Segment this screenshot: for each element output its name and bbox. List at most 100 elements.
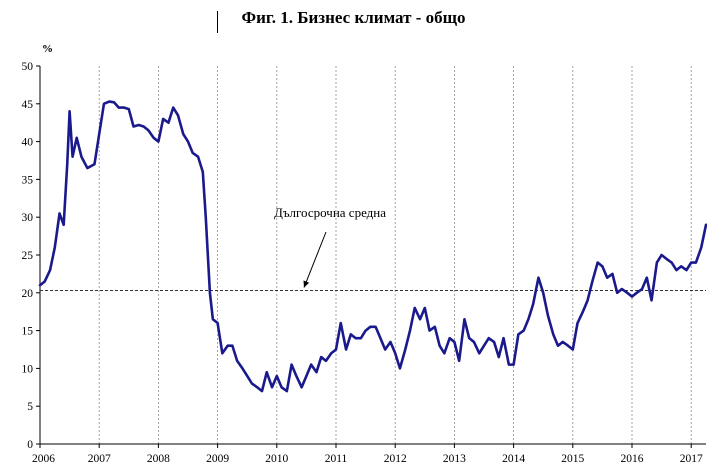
data-point [350,333,352,336]
data-point [438,344,441,347]
data-point [517,333,520,336]
data-point [108,100,111,103]
data-point [167,121,170,124]
data-point [339,322,342,324]
data-point [162,118,164,120]
annotation-arrow-shaft [303,231,327,288]
data-point [512,363,515,366]
series-layer [38,100,707,393]
data-point [493,341,495,343]
data-point [39,284,41,287]
data-point [626,292,629,294]
data-point [374,326,377,328]
y-tick-label: 40 [22,137,34,149]
data-point [631,295,633,298]
data-point [576,322,579,324]
x-tick-label: 2008 [147,453,170,465]
data-point [325,360,327,362]
data-point [591,280,594,283]
data-point [49,269,51,271]
data-point [226,344,229,347]
data-point [58,212,61,215]
y-tick-label: 45 [22,99,34,111]
data-point [152,137,155,139]
y-tick-label: 5 [27,401,33,413]
data-point [364,329,367,332]
data-point [246,375,248,377]
data-point [236,360,238,362]
data-point [86,167,89,169]
data-point [305,375,308,377]
data-point [409,329,411,332]
data-point [117,106,120,109]
data-point [177,114,179,116]
data-point [650,299,653,302]
data-point [453,341,456,343]
data-point [197,155,199,158]
data-point [537,276,540,279]
data-point [261,390,263,392]
y-tick-label: 10 [22,363,34,375]
data-point [204,216,207,218]
data-point [458,360,460,362]
data-point [601,265,604,268]
data-point [656,261,658,264]
data-point [404,348,407,351]
data-point [212,318,214,321]
data-point [369,326,372,328]
data-point [231,344,234,347]
data-point [586,299,589,302]
data-point [128,108,130,110]
series-line [38,100,707,393]
data-point [572,348,574,351]
x-tick-label: 2011 [325,453,348,465]
data-point [290,363,293,366]
data-point [265,371,268,373]
data-point [434,326,436,328]
data-point [354,337,357,339]
data-point [66,163,69,166]
data-point [487,337,490,339]
data-point [147,129,150,132]
data-point [675,269,678,271]
x-tick-label: 2009 [206,453,229,465]
data-point [75,137,78,139]
data-point [685,269,688,271]
data-point [191,152,194,154]
data-point [157,140,160,143]
y-tick-label: 50 [22,61,34,73]
data-point [310,363,312,366]
data-point [271,386,273,389]
data-point [547,314,549,317]
data-point [665,257,668,260]
data-point [660,254,663,256]
label-layer: % Дългосрочна средна [42,43,386,288]
data-point [93,163,96,166]
annotation-arrow-head [303,280,310,288]
data-point [335,348,337,351]
data-point [635,292,638,294]
data-point [522,329,525,332]
data-point [202,171,204,173]
data-point [68,110,71,113]
data-point [670,261,673,264]
data-point [256,386,259,389]
chart-title: Фиг. 1. Бизнес климат - общо [241,8,466,27]
data-point [286,390,288,392]
data-point [142,125,145,128]
y-tick-label: 35 [22,174,34,186]
data-point [641,288,643,290]
data-point [241,367,244,370]
data-point [98,133,100,135]
data-point [483,344,485,347]
data-point [132,125,135,128]
data-point [552,333,555,336]
axis-layer: 0 5 10 15 20 25 30 35 40 45 50 2006 2007 2008 2009 2010… [22,61,706,465]
x-tick-label: 2017 [680,453,703,465]
data-point [473,341,475,343]
data-point [611,273,614,275]
data-point [463,318,466,321]
data-point [557,344,559,347]
data-point [384,348,386,351]
